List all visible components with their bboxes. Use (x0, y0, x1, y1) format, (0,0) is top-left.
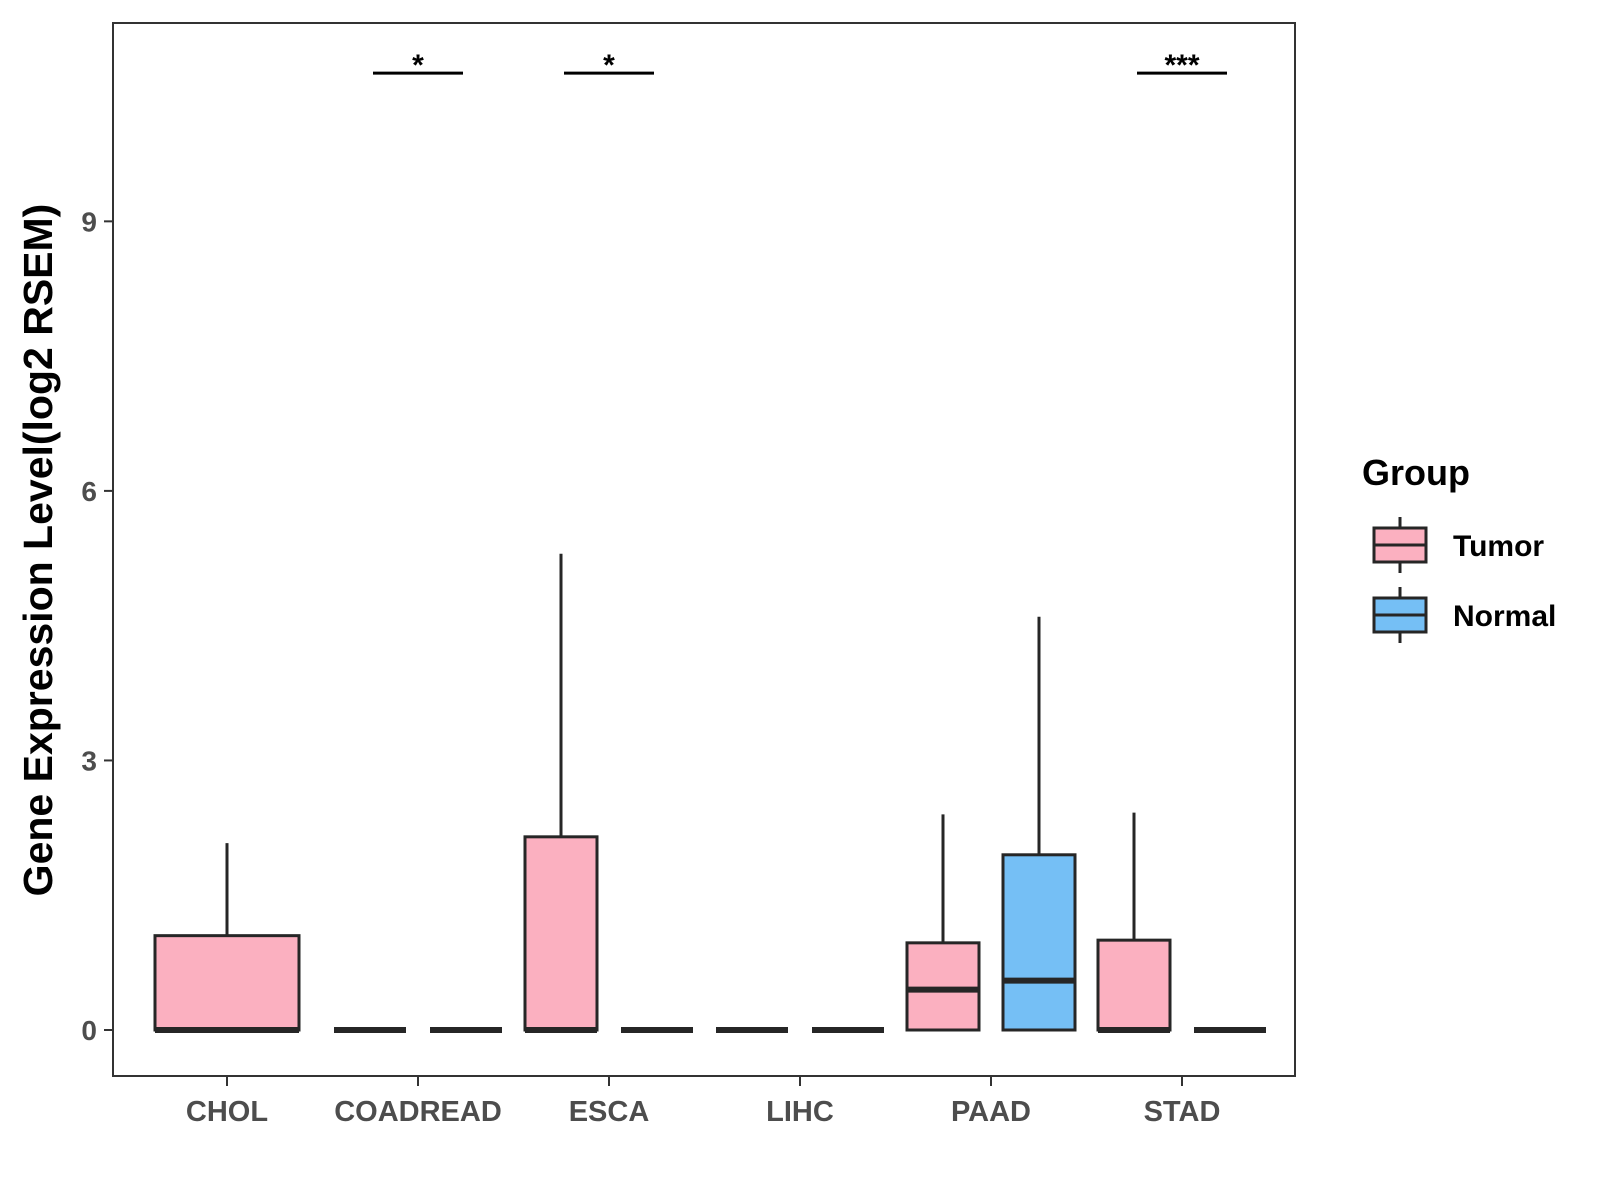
box-body (1001, 853, 1077, 1032)
x-tick-label-paad: PAAD (951, 1096, 1031, 1128)
x-tick-label-chol: CHOL (186, 1096, 268, 1128)
significance-coadread: * (373, 49, 463, 82)
box-normal-paad (1001, 616, 1077, 1032)
box-tumor-stad (1096, 812, 1172, 1033)
box-body (523, 835, 599, 1032)
y-tick-label-6: 6 (81, 476, 97, 507)
legend-title: Group (1362, 452, 1470, 493)
y-tick-label-3: 3 (81, 745, 97, 776)
significance-stad: *** (1137, 49, 1227, 82)
plot-area: * * *** (112, 22, 1296, 1077)
x-tick-label-esca: ESCA (569, 1096, 650, 1128)
legend: Group Tumor Normal (1362, 452, 1556, 643)
legend-entry-normal: Normal (1372, 587, 1556, 643)
box-tumor-paad (905, 814, 981, 1032)
x-tick-label-lihc: LIHC (766, 1096, 834, 1128)
box-body (153, 934, 301, 1032)
box-body (905, 941, 981, 1032)
significance-esca: * (564, 49, 654, 82)
significance-label: * (603, 49, 615, 82)
y-tick-label-0: 0 (81, 1015, 97, 1046)
y-tick-label-9: 9 (81, 206, 97, 237)
panel-border (112, 22, 1296, 1077)
legend-label-tumor: Tumor (1453, 530, 1544, 563)
significance-label: * (412, 49, 424, 82)
x-tick-label-stad: STAD (1144, 1096, 1221, 1128)
legend-entries: Tumor Normal (1372, 517, 1556, 643)
legend-entry-tumor: Tumor (1372, 517, 1544, 573)
box-tumor-esca (523, 553, 599, 1033)
significance-label: *** (1164, 49, 1199, 82)
y-axis-title: Gene Expression Level(log2 RSEM) (15, 204, 61, 897)
significance-annotations: * * *** (373, 49, 1227, 82)
y-axis: 0 3 6 9 (81, 206, 113, 1046)
x-tick-label-coadread: COADREAD (334, 1096, 502, 1128)
box-body (1096, 938, 1172, 1032)
boxes-layer (153, 553, 1266, 1033)
x-axis: CHOL COADREAD ESCA LIHC PAAD STAD (186, 1076, 1220, 1128)
legend-label-normal: Normal (1453, 600, 1556, 633)
box-tumor-chol (153, 843, 301, 1033)
